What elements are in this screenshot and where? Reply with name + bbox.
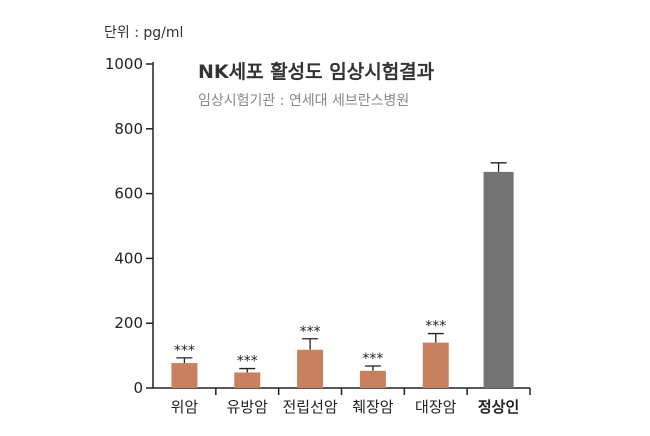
- chart-subtitle: 임상시험기관 : 연세대 세브란스병원: [198, 93, 410, 109]
- y-tick-label: 400: [114, 249, 143, 267]
- bar-5: [422, 342, 449, 388]
- chart-title: NK세포 활성도 임상시험결과: [198, 61, 435, 83]
- y-tick-label: 600: [114, 185, 143, 203]
- category-label: 대장암: [415, 398, 457, 416]
- category-label: 전립선암: [282, 398, 337, 416]
- unit-label: 단위 : pg/ml: [104, 25, 184, 41]
- significance-label: ***: [300, 324, 321, 340]
- bar-6: [483, 171, 514, 388]
- bar-3: [297, 349, 324, 388]
- bar-1: [171, 363, 198, 388]
- bar-2: [234, 372, 261, 388]
- y-tick-label: 0: [133, 379, 143, 397]
- bar-4: [359, 370, 386, 388]
- y-tick-label: 1000: [105, 55, 143, 73]
- category-label: 위암: [171, 398, 199, 416]
- significance-label: ***: [174, 343, 195, 359]
- category-label: 췌장암: [352, 398, 394, 416]
- y-tick-label: 800: [114, 120, 143, 138]
- significance-label: ***: [362, 351, 383, 367]
- significance-label: ***: [237, 354, 258, 370]
- significance-label: ***: [425, 319, 446, 335]
- y-tick-label: 200: [114, 314, 143, 332]
- category-label: 정상인: [478, 398, 519, 416]
- category-label: 유방암: [227, 398, 269, 416]
